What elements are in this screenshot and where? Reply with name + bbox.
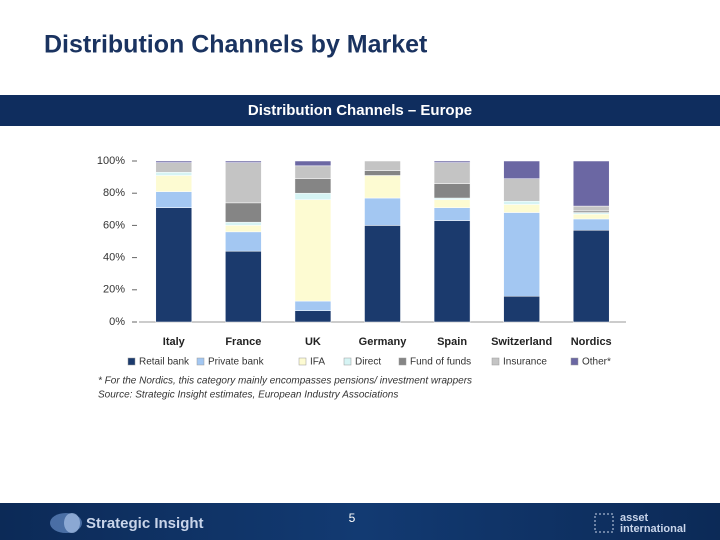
bar-segment: [433, 220, 471, 323]
y-tick-label: 80%: [103, 187, 125, 199]
y-tick-label: 60%: [103, 219, 125, 231]
legend-swatch: [343, 357, 352, 366]
bar-segment: [155, 207, 193, 323]
bar-segment: [503, 201, 540, 205]
bar-segment: [433, 199, 471, 208]
logo-left: Strategic Insight: [50, 513, 204, 533]
bar-segment: [225, 225, 262, 233]
bar-segment: [294, 160, 332, 167]
y-tick-label: 100%: [97, 155, 125, 167]
legend-label: IFA: [310, 357, 325, 368]
chart-title: Distribution Channels – Europe: [248, 102, 472, 119]
bar-segment: [155, 160, 193, 163]
x-tick-label: Switzerland: [491, 336, 552, 348]
bar-segment: [503, 204, 540, 213]
legend-label: Private bank: [208, 357, 265, 368]
x-tick-label: France: [225, 336, 261, 348]
bar-segment: [503, 160, 540, 179]
bar-segment: [572, 205, 610, 212]
bar-segment: [364, 197, 401, 226]
bar-segment: [294, 192, 332, 200]
bar-segment: [225, 162, 262, 204]
legend-swatch: [570, 357, 579, 366]
bar-segment: [155, 175, 193, 192]
x-tick-label: Italy: [163, 336, 186, 348]
legend-label: Retail bank: [139, 357, 190, 368]
bar-segment: [433, 183, 471, 199]
bar-segment: [294, 300, 332, 311]
legend-swatch: [127, 357, 136, 366]
bar-segment: [294, 310, 332, 323]
footnote: Source: Strategic Insight estimates, Eur…: [98, 390, 398, 401]
bar-segment: [364, 160, 401, 171]
logo-text: Strategic Insight: [86, 515, 204, 532]
bar-segment: [155, 172, 193, 176]
bar-segment: [225, 250, 262, 323]
logo-text: asset: [620, 512, 648, 524]
x-tick-label: Spain: [437, 336, 467, 348]
bar-segment: [225, 160, 262, 163]
legend-swatch: [398, 357, 407, 366]
bar-segment: [572, 160, 610, 207]
bar-segment: [433, 207, 471, 221]
legend-swatch: [196, 357, 205, 366]
bar-segment: [294, 199, 332, 302]
bar-segment: [503, 295, 540, 323]
bar-segment: [225, 231, 262, 252]
logo-right: asset international: [594, 512, 686, 535]
bar-segment: [364, 225, 401, 323]
legend-swatch: [298, 357, 307, 366]
footnote: * For the Nordics, this category mainly …: [98, 376, 472, 387]
bar-segment: [572, 218, 610, 231]
y-tick-label: 40%: [103, 252, 125, 264]
legend-label: Direct: [355, 357, 381, 368]
bar-segment: [364, 170, 401, 176]
bar-segment: [364, 175, 401, 199]
legend-label: Insurance: [503, 357, 547, 368]
y-tick-label: 20%: [103, 284, 125, 296]
legend-swatch: [491, 357, 500, 366]
bar-segment: [294, 165, 332, 179]
x-tick-label: Germany: [359, 336, 408, 348]
bar-segment: [155, 162, 193, 173]
bar-segment: [155, 191, 193, 208]
footer: [0, 503, 720, 540]
bar-segment: [433, 162, 471, 184]
slide-title: Distribution Channels by Market: [44, 31, 428, 59]
x-tick-label: Nordics: [571, 336, 612, 348]
bar-segment: [225, 202, 262, 223]
bar-segment: [503, 178, 540, 202]
bar-segment: [503, 212, 540, 297]
logo-text: international: [620, 523, 686, 535]
bar-segment: [433, 160, 471, 163]
bar-segment: [225, 221, 262, 226]
banner: [0, 95, 720, 126]
y-tick-label: 0%: [109, 316, 125, 328]
legend-label: Fund of funds: [410, 357, 471, 368]
x-tick-label: UK: [305, 336, 321, 348]
legend-label: Other*: [582, 357, 611, 368]
bar-segment: [294, 178, 332, 194]
plot: 0% 20% 40% 60% 80% 100% Italy France UK Germany Sp…: [97, 155, 612, 368]
page-number: 5: [349, 511, 356, 525]
bar-segment: [572, 229, 610, 323]
bar-segment: [572, 213, 610, 220]
